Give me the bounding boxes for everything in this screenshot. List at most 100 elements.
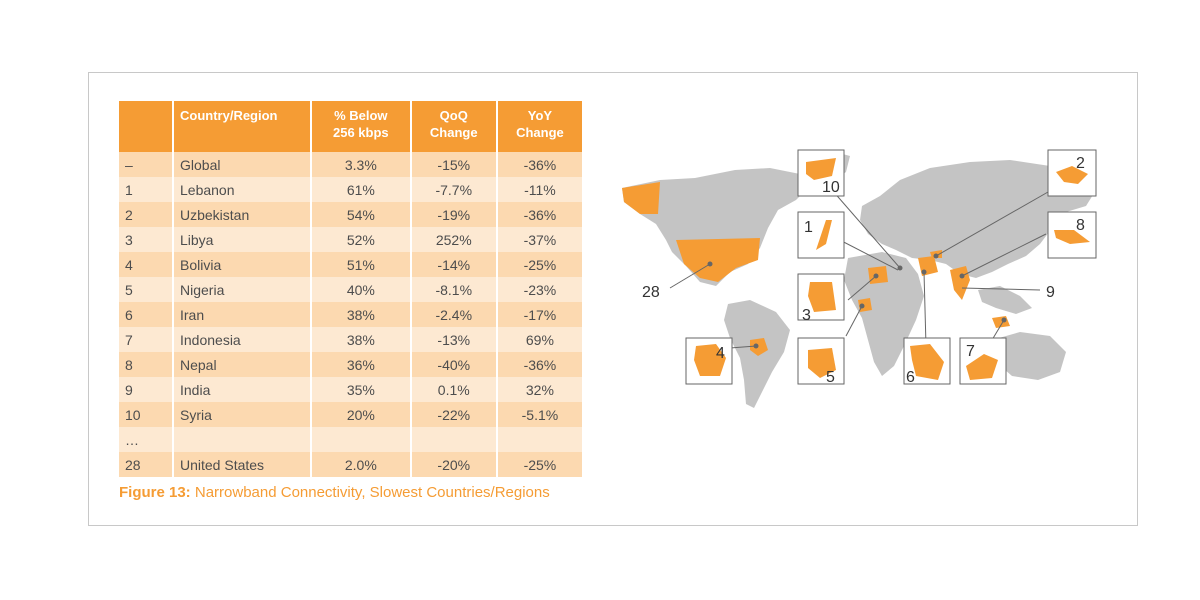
table-row: 8 Nepal 36% -40% -36%	[119, 352, 582, 377]
cell-qoq: -19%	[411, 202, 496, 227]
header-country: Country/Region	[174, 101, 310, 152]
table-row: – Global 3.3% -15% -36%	[119, 152, 582, 177]
map-label-3: 3	[802, 307, 811, 324]
header-pct-line1: % Below	[334, 108, 388, 123]
cell-pct: 40%	[312, 277, 410, 302]
cell-yoy: -5.1%	[497, 402, 582, 427]
indonesia-highlight	[992, 316, 1010, 328]
figure-caption: Figure 13: Narrowband Connectivity, Slow…	[119, 484, 550, 501]
inset-bolivia	[694, 344, 726, 376]
map-label-1: 1	[804, 219, 813, 236]
leader-lines	[669, 189, 1049, 349]
table-row: …	[119, 427, 582, 452]
leader-9	[961, 287, 1041, 291]
highlighted-countries	[622, 182, 1010, 356]
leader-6	[923, 271, 927, 347]
cell-qoq: -22%	[411, 402, 496, 427]
header-yoy: YoY Change	[497, 101, 582, 152]
cell-yoy: -25%	[497, 452, 582, 477]
table-row: 10 Syria 20% -22% -5.1%	[119, 402, 582, 427]
header-qoq-line2: Change	[429, 125, 478, 140]
cell-rank: 2	[119, 202, 172, 227]
cell-pct: 52%	[312, 227, 410, 252]
cell-pct: 38%	[312, 327, 410, 352]
world-map: 10 2 8 1 28 9 3 4 5 6 7	[622, 149, 1097, 408]
cell-country: Iran	[174, 302, 310, 327]
cell-country: Global	[174, 152, 310, 177]
inset-syria	[806, 158, 836, 180]
cell-qoq: -40%	[411, 352, 496, 377]
cell-rank: 6	[119, 302, 172, 327]
cell-qoq: -20%	[411, 452, 496, 477]
southeast-asia-land	[978, 286, 1032, 314]
header-qoq: QoQ Change	[411, 101, 496, 152]
map-label-9: 9	[1046, 284, 1055, 301]
caption-label: Figure 13:	[119, 484, 191, 501]
cell-country: Lebanon	[174, 177, 310, 202]
cell-rank: 8	[119, 352, 172, 377]
cell-country: India	[174, 377, 310, 402]
header-qoq-line1: QoQ	[439, 108, 468, 123]
inset-libya	[808, 282, 836, 312]
map-label-8: 8	[1076, 217, 1085, 234]
cell-yoy: -36%	[497, 202, 582, 227]
cell-qoq: -8.1%	[411, 277, 496, 302]
australia-land	[992, 332, 1066, 380]
cell-qoq: -15%	[411, 152, 496, 177]
cell-rank: –	[119, 152, 172, 177]
leader-3	[847, 275, 877, 301]
cell-yoy: -36%	[497, 152, 582, 177]
cell-pct: 51%	[312, 252, 410, 277]
cell-yoy: -37%	[497, 227, 582, 252]
cell-country: Indonesia	[174, 327, 310, 352]
cell-rank: 1	[119, 177, 172, 202]
cell-rank: 4	[119, 252, 172, 277]
inset-uzbekistan	[1056, 166, 1088, 184]
inset-shapes	[694, 158, 1090, 380]
cell-qoq: 0.1%	[411, 377, 496, 402]
cell-yoy: -36%	[497, 352, 582, 377]
header-yoy-line1: YoY	[527, 108, 553, 123]
cell-qoq: -14%	[411, 252, 496, 277]
cell-yoy: 69%	[497, 327, 582, 352]
cell-country: Libya	[174, 227, 310, 252]
map-label-10: 10	[822, 179, 840, 196]
cell-qoq: -13%	[411, 327, 496, 352]
map-label-28: 28	[642, 284, 660, 301]
europe-asia-land	[860, 160, 1096, 278]
caption-text: Narrowband Connectivity, Slowest Countri…	[190, 484, 550, 501]
cell-country: Nigeria	[174, 277, 310, 302]
cell-yoy: -25%	[497, 252, 582, 277]
leader-dots	[707, 253, 1007, 349]
cell-country: Bolivia	[174, 252, 310, 277]
cell-qoq: 252%	[411, 227, 496, 252]
map-label-7: 7	[966, 343, 975, 360]
india-highlight	[950, 266, 970, 300]
cell-country: Nepal	[174, 352, 310, 377]
leader-28	[669, 263, 711, 289]
cell-pct: 20%	[312, 402, 410, 427]
map-label-2: 2	[1076, 155, 1085, 172]
cell-qoq	[411, 427, 496, 452]
leader-2	[935, 191, 1049, 257]
cell-rank: 7	[119, 327, 172, 352]
inset-nepal	[1054, 230, 1090, 244]
table-header-row: Country/Region % Below 256 kbps QoQ Change…	[119, 101, 582, 152]
table-row: 6 Iran 38% -2.4% -17%	[119, 302, 582, 327]
cell-rank: …	[119, 427, 172, 452]
cell-pct: 35%	[312, 377, 410, 402]
cell-country: United States	[174, 452, 310, 477]
map-label-4: 4	[716, 345, 725, 362]
cell-country: Uzbekistan	[174, 202, 310, 227]
cell-pct: 38%	[312, 302, 410, 327]
figure-frame	[88, 72, 1138, 526]
cell-rank: 28	[119, 452, 172, 477]
inset-lebanon	[816, 220, 832, 250]
header-yoy-line2: Change	[516, 125, 564, 140]
cell-yoy: 32%	[497, 377, 582, 402]
cell-country	[174, 427, 310, 452]
table-row: 9 India 35% 0.1% 32%	[119, 377, 582, 402]
cell-pct	[312, 427, 410, 452]
inset-iran	[910, 344, 944, 380]
cell-yoy	[497, 427, 582, 452]
